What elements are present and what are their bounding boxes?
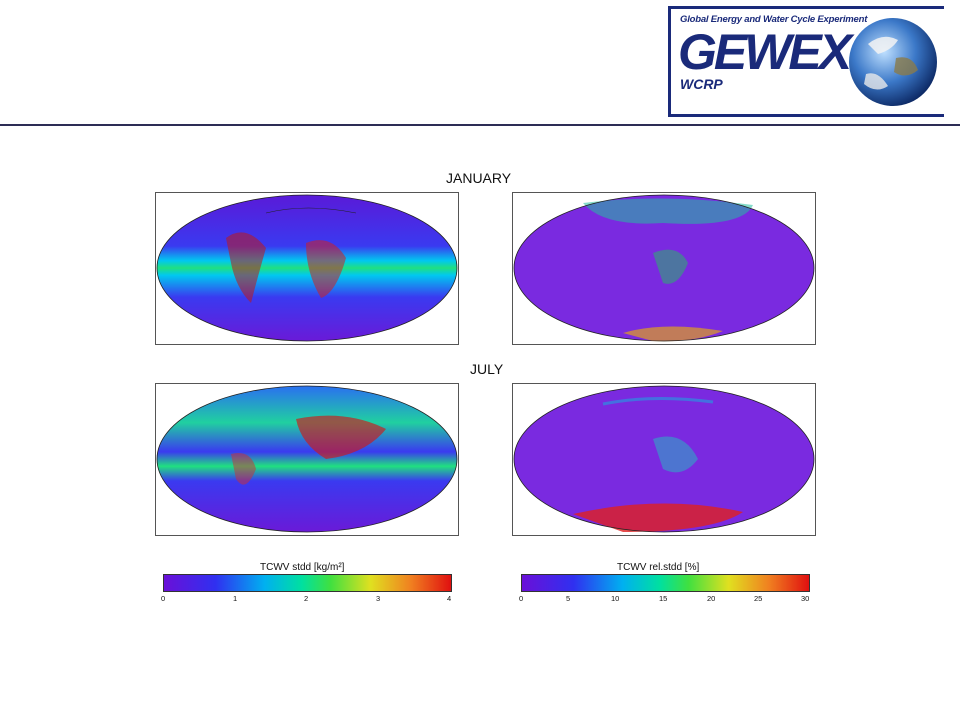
logo-wordmark: GEWEX — [678, 24, 852, 80]
tick-rel-15: 15 — [659, 594, 668, 603]
tick-rel-5: 5 — [566, 594, 571, 603]
tick-stddev-3: 3 — [376, 594, 381, 603]
tick-stddev-1: 1 — [233, 594, 238, 603]
earth-globe-icon — [849, 18, 937, 106]
logo-tagline: Global Energy and Water Cycle Experiment — [680, 14, 868, 25]
tick-stddev-4: 4 — [447, 594, 452, 603]
tick-rel-0: 0 — [519, 594, 524, 603]
map-july-stddev — [155, 383, 459, 536]
gewex-logo: Global Energy and Water Cycle Experiment… — [668, 6, 944, 118]
tick-rel-25: 25 — [754, 594, 763, 603]
tick-rel-30: 30 — [801, 594, 810, 603]
tick-rel-20: 20 — [707, 594, 716, 603]
colorbar-title-relstddev: TCWV rel.stdd [%] — [617, 562, 700, 573]
logo-sub: WCRP — [680, 76, 723, 92]
header-rule — [0, 124, 960, 126]
label-july: JULY — [470, 361, 504, 377]
tick-stddev-0: 0 — [161, 594, 166, 603]
colorbar-relstddev — [521, 574, 810, 592]
label-january: JANUARY — [446, 170, 512, 186]
tick-rel-10: 10 — [611, 594, 620, 603]
map-january-relstddev — [512, 192, 816, 345]
map-july-relstddev — [512, 383, 816, 536]
tick-stddev-2: 2 — [304, 594, 309, 603]
colorbar-title-stddev: TCWV stdd [kg/m²] — [260, 562, 345, 573]
map-january-stddev — [155, 192, 459, 345]
colorbar-stddev — [163, 574, 452, 592]
